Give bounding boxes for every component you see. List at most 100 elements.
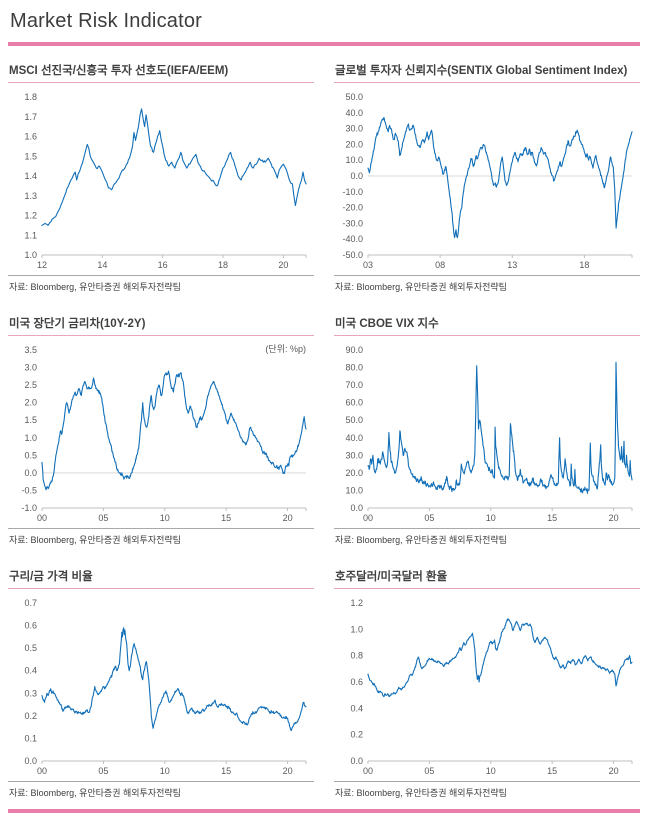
chart-audusd: 0.0 0.2 0.4 0.6 0.8 1.0 1.2 00 05 10 15 20	[350, 598, 633, 776]
footer-rule	[8, 809, 640, 813]
chart-title: MSCI 선진국/신흥국 투자 선호도(IEFA/EEM)	[8, 62, 314, 83]
chart-title: 호주달러/미국달러 환율	[334, 568, 640, 589]
svg-text:10: 10	[486, 513, 496, 523]
page-title: Market Risk Indicator	[10, 10, 203, 32]
svg-text:1.2: 1.2	[350, 598, 363, 608]
svg-text:15: 15	[221, 766, 231, 776]
svg-text:0.0: 0.0	[350, 756, 363, 766]
svg-text:1.2: 1.2	[24, 211, 37, 221]
chart-vix: 0.0 10.0 20.0 30.0 40.0 50.0 60.0 70.0 80.0 90.0 0…	[345, 345, 633, 523]
svg-text:1.8: 1.8	[24, 92, 37, 102]
svg-text:20: 20	[283, 513, 293, 523]
chart-card-audusd: 호주달러/미국달러 환율 0.0 0.2 0.4 0.6 0.8 1.0 1.2 00 05 10…	[334, 568, 640, 799]
chart-title: 구리/금 가격 비율	[8, 568, 314, 589]
svg-text:15: 15	[221, 513, 231, 523]
svg-text:1.0: 1.0	[350, 624, 363, 634]
svg-text:1.0: 1.0	[24, 433, 37, 443]
svg-text:30.0: 30.0	[345, 450, 363, 460]
svg-text:0.0: 0.0	[350, 503, 363, 513]
svg-text:10.0: 10.0	[345, 485, 363, 495]
chart-title: 미국 장단기 금리차(10Y-2Y)	[8, 315, 314, 336]
svg-text:1.5: 1.5	[24, 151, 37, 161]
svg-text:30.0: 30.0	[345, 124, 363, 134]
chart-copper-gold: 0.0 0.1 0.2 0.3 0.4 0.5 0.6 0.7 00 05 10 15 20	[24, 598, 307, 776]
plot-area: -50.0 -40.0 -30.0 -20.0 -10.0 0.0 10.0 20.0 30.0…	[334, 87, 640, 273]
plot-area: 0.0 0.2 0.4 0.6 0.8 1.0 1.2 00 05 10 15 20	[334, 593, 640, 779]
svg-text:50.0: 50.0	[345, 92, 363, 102]
svg-text:10: 10	[160, 513, 170, 523]
svg-text:40.0: 40.0	[345, 433, 363, 443]
svg-text:20.0: 20.0	[345, 139, 363, 149]
svg-text:0.1: 0.1	[24, 733, 37, 743]
svg-text:20: 20	[609, 766, 619, 776]
svg-text:0.8: 0.8	[350, 651, 363, 661]
svg-text:1.0: 1.0	[24, 250, 37, 260]
svg-text:60.0: 60.0	[345, 398, 363, 408]
chart-card-vix: 미국 CBOE VIX 지수 0.0 10.0 20.0 30.0 40.0 50.0 60…	[334, 315, 640, 546]
svg-text:15: 15	[547, 513, 557, 523]
svg-text:0.4: 0.4	[350, 703, 363, 713]
svg-text:0.0: 0.0	[350, 171, 363, 181]
svg-text:1.5: 1.5	[24, 415, 37, 425]
chart-yield-spread: -1.0 -0.5 0.0 0.5 1.0 1.5 2.0 2.5 3.0 3.5 00 05 10 15…	[21, 345, 307, 523]
svg-text:0.2: 0.2	[24, 711, 37, 721]
svg-text:05: 05	[98, 766, 108, 776]
svg-text:20: 20	[283, 766, 293, 776]
svg-text:0.6: 0.6	[24, 621, 37, 631]
svg-text:10: 10	[486, 766, 496, 776]
svg-text:00: 00	[37, 513, 47, 523]
svg-text:-30.0: -30.0	[342, 218, 363, 228]
chart-iefa-eem: 1.0 1.1 1.2 1.3 1.4 1.5 1.6 1.7 1.8 12 14 16 18 20	[24, 92, 307, 270]
svg-text:13: 13	[507, 260, 517, 270]
svg-text:15: 15	[547, 766, 557, 776]
svg-text:00: 00	[363, 766, 373, 776]
svg-text:20: 20	[609, 513, 619, 523]
source-note: 자료: Bloomberg, 유안타증권 해외투자전략팀	[334, 275, 640, 293]
svg-text:1.6: 1.6	[24, 132, 37, 142]
svg-text:90.0: 90.0	[345, 345, 363, 355]
chart-title: 글로벌 투자자 신뢰지수(SENTIX Global Sentiment Ind…	[334, 62, 640, 83]
svg-text:-20.0: -20.0	[342, 203, 363, 213]
svg-text:-50.0: -50.0	[342, 250, 363, 260]
svg-text:00: 00	[37, 766, 47, 776]
svg-text:1.7: 1.7	[24, 112, 37, 122]
svg-text:0.3: 0.3	[24, 688, 37, 698]
chart-card-yield-spread: 미국 장단기 금리차(10Y-2Y) (단위: %p) -1.0 -0.5 0.0 0…	[8, 315, 314, 546]
chart-title: 미국 CBOE VIX 지수	[334, 315, 640, 336]
svg-text:3.0: 3.0	[24, 363, 37, 373]
plot-area: 0.0 10.0 20.0 30.0 40.0 50.0 60.0 70.0 80.0 90.0 0…	[334, 340, 640, 526]
svg-text:00: 00	[363, 513, 373, 523]
source-note: 자료: Bloomberg, 유안타증권 해외투자전략팀	[334, 781, 640, 799]
svg-text:0.0: 0.0	[24, 756, 37, 766]
svg-text:12: 12	[37, 260, 47, 270]
svg-text:05: 05	[98, 513, 108, 523]
svg-text:1.3: 1.3	[24, 191, 37, 201]
svg-text:2.5: 2.5	[24, 380, 37, 390]
svg-text:08: 08	[435, 260, 445, 270]
svg-text:0.7: 0.7	[24, 598, 37, 608]
plot-area: (단위: %p) -1.0 -0.5 0.0 0.5 1.0 1.5 2.0 2.5 3.0 3.…	[8, 340, 314, 526]
chart-card-sentix: 글로벌 투자자 신뢰지수(SENTIX Global Sentiment Ind…	[334, 62, 640, 293]
chart-card-iefa-eem: MSCI 선진국/신흥국 투자 선호도(IEFA/EEM) 1.0 1.1 1.2 1…	[8, 62, 314, 293]
svg-text:-0.5: -0.5	[21, 485, 37, 495]
source-note: 자료: Bloomberg, 유안타증권 해외투자전략팀	[8, 528, 314, 546]
svg-text:10.0: 10.0	[345, 155, 363, 165]
svg-text:0.5: 0.5	[24, 643, 37, 653]
svg-text:-1.0: -1.0	[21, 503, 37, 513]
chart-sentix: -50.0 -40.0 -30.0 -20.0 -10.0 0.0 10.0 20.0 30.0…	[342, 92, 633, 270]
svg-text:10: 10	[160, 766, 170, 776]
svg-text:3.5: 3.5	[24, 345, 37, 355]
page-footer	[8, 809, 640, 813]
svg-text:05: 05	[424, 766, 434, 776]
svg-text:20: 20	[278, 260, 288, 270]
svg-text:03: 03	[363, 260, 373, 270]
header-rule	[8, 42, 640, 46]
svg-text:2.0: 2.0	[24, 398, 37, 408]
page-header: Market Risk Indicator	[8, 10, 640, 46]
svg-text:50.0: 50.0	[345, 415, 363, 425]
svg-text:0.4: 0.4	[24, 666, 37, 676]
svg-text:-10.0: -10.0	[342, 187, 363, 197]
chart-grid: MSCI 선진국/신흥국 투자 선호도(IEFA/EEM) 1.0 1.1 1.2 1…	[8, 62, 640, 799]
svg-text:14: 14	[97, 260, 107, 270]
svg-text:1.4: 1.4	[24, 171, 37, 181]
